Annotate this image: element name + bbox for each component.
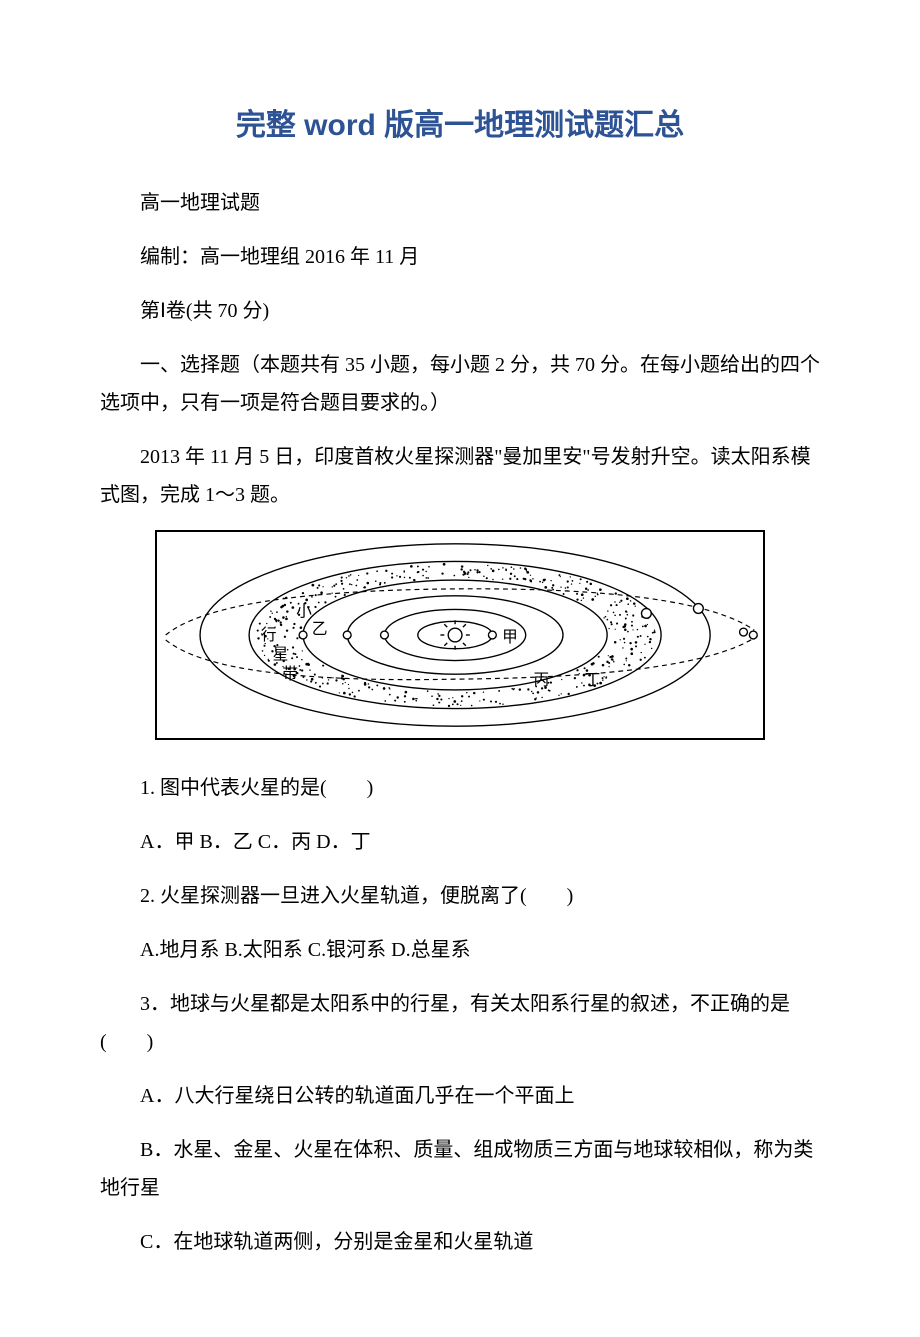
question-2: 2. 火星探测器一旦进入火星轨道，便脱离了( ) — [100, 877, 820, 915]
page-title: 完整 word 版高一地理测试题汇总 — [100, 100, 820, 144]
solar-system-diagram: 甲 乙丙 丁 小行星带 — [155, 530, 765, 740]
svg-text:丙: 丙 — [534, 672, 550, 689]
section-header: 第Ⅰ卷(共 70 分) — [100, 292, 820, 330]
svg-text:丁: 丁 — [585, 672, 601, 689]
subtitle-line: 高一地理试题 — [100, 184, 820, 222]
svg-text:行: 行 — [261, 626, 277, 644]
solar-system-figure-wrap: 甲 乙丙 丁 小行星带 — [100, 530, 820, 745]
svg-text:带: 带 — [282, 665, 298, 683]
question-3: 3．地球与火星都是太阳系中的行星，有关太阳系行星的叙述，不正确的是( ) — [100, 985, 820, 1061]
svg-text:星: 星 — [273, 647, 289, 664]
instructions: 一、选择题（本题共有 35 小题，每小题 2 分，共 70 分。在每小题给出的四… — [100, 346, 820, 422]
question-3-option-a: A．八大行星绕日公转的轨道面几乎在一个平面上 — [100, 1077, 820, 1115]
question-3-option-b: B．水星、金星、火星在体积、质量、组成物质三方面与地球较相似，称为类地行星 — [100, 1131, 820, 1207]
question-1: 1. 图中代表火星的是( ) — [100, 769, 820, 807]
svg-text:小: 小 — [296, 602, 312, 620]
question-2-options: A.地月系 B.太阳系 C.银河系 D.总星系 — [100, 931, 820, 969]
context-paragraph: 2013 年 11 月 5 日，印度首枚火星探测器"曼加里安"号发射升空。读太阳… — [100, 438, 820, 514]
author-line: 编制：高一地理组 2016 年 11 月 — [100, 238, 820, 276]
svg-text:甲: 甲 — [502, 629, 518, 646]
question-3-option-c: C．在地球轨道两侧，分别是金星和火星轨道 — [100, 1223, 820, 1261]
svg-text:乙: 乙 — [312, 621, 328, 638]
question-1-options: A．甲 B．乙 C．丙 D．丁 — [100, 823, 820, 861]
